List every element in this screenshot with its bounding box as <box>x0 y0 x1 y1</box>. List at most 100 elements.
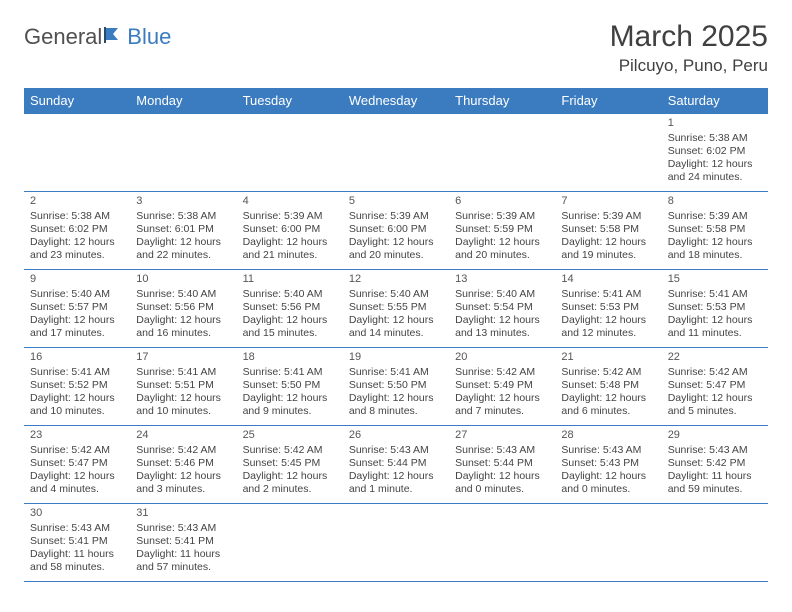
calendar-cell: 10Sunrise: 5:40 AMSunset: 5:56 PMDayligh… <box>130 270 236 348</box>
daylight-text: Daylight: 12 hours and 11 minutes. <box>668 314 762 340</box>
day-header: Saturday <box>662 88 768 114</box>
sunrise-text: Sunrise: 5:42 AM <box>243 444 337 457</box>
day-number: 1 <box>668 117 762 131</box>
sunrise-text: Sunrise: 5:40 AM <box>136 288 230 301</box>
calendar-cell: 25Sunrise: 5:42 AMSunset: 5:45 PMDayligh… <box>237 426 343 504</box>
day-number: 28 <box>561 429 655 443</box>
sunset-text: Sunset: 5:59 PM <box>455 223 549 236</box>
sunrise-text: Sunrise: 5:43 AM <box>668 444 762 457</box>
calendar-cell: 30Sunrise: 5:43 AMSunset: 5:41 PMDayligh… <box>24 504 130 582</box>
sunset-text: Sunset: 5:56 PM <box>243 301 337 314</box>
daylight-text: Daylight: 12 hours and 4 minutes. <box>30 470 124 496</box>
daylight-text: Daylight: 12 hours and 14 minutes. <box>349 314 443 340</box>
calendar-table: Sunday Monday Tuesday Wednesday Thursday… <box>24 88 768 582</box>
day-number: 20 <box>455 351 549 365</box>
day-number: 26 <box>349 429 443 443</box>
day-number: 15 <box>668 273 762 287</box>
calendar-cell: 19Sunrise: 5:41 AMSunset: 5:50 PMDayligh… <box>343 348 449 426</box>
sunrise-text: Sunrise: 5:40 AM <box>349 288 443 301</box>
day-header: Wednesday <box>343 88 449 114</box>
sunrise-text: Sunrise: 5:43 AM <box>136 522 230 535</box>
calendar-cell: 20Sunrise: 5:42 AMSunset: 5:49 PMDayligh… <box>449 348 555 426</box>
daylight-text: Daylight: 12 hours and 9 minutes. <box>243 392 337 418</box>
day-number: 24 <box>136 429 230 443</box>
calendar-cell: 13Sunrise: 5:40 AMSunset: 5:54 PMDayligh… <box>449 270 555 348</box>
day-number: 7 <box>561 195 655 209</box>
calendar-cell: 4Sunrise: 5:39 AMSunset: 6:00 PMDaylight… <box>237 192 343 270</box>
sunrise-text: Sunrise: 5:38 AM <box>668 132 762 145</box>
sunset-text: Sunset: 5:41 PM <box>136 535 230 548</box>
page-title: March 2025 <box>610 20 768 54</box>
sunset-text: Sunset: 5:48 PM <box>561 379 655 392</box>
day-number: 22 <box>668 351 762 365</box>
daylight-text: Daylight: 12 hours and 0 minutes. <box>561 470 655 496</box>
day-header: Sunday <box>24 88 130 114</box>
day-number: 11 <box>243 273 337 287</box>
calendar-row: 9Sunrise: 5:40 AMSunset: 5:57 PMDaylight… <box>24 270 768 348</box>
sunrise-text: Sunrise: 5:40 AM <box>30 288 124 301</box>
sunrise-text: Sunrise: 5:43 AM <box>455 444 549 457</box>
day-number: 29 <box>668 429 762 443</box>
sunset-text: Sunset: 5:49 PM <box>455 379 549 392</box>
sunrise-text: Sunrise: 5:38 AM <box>30 210 124 223</box>
brand-part2: Blue <box>127 24 171 50</box>
day-header: Monday <box>130 88 236 114</box>
calendar-cell <box>449 504 555 582</box>
day-number: 10 <box>136 273 230 287</box>
daylight-text: Daylight: 12 hours and 10 minutes. <box>30 392 124 418</box>
sunrise-text: Sunrise: 5:41 AM <box>561 288 655 301</box>
daylight-text: Daylight: 12 hours and 3 minutes. <box>136 470 230 496</box>
sunset-text: Sunset: 5:51 PM <box>136 379 230 392</box>
daylight-text: Daylight: 12 hours and 5 minutes. <box>668 392 762 418</box>
calendar-cell <box>237 504 343 582</box>
sunset-text: Sunset: 5:58 PM <box>561 223 655 236</box>
sunset-text: Sunset: 6:01 PM <box>136 223 230 236</box>
day-number: 21 <box>561 351 655 365</box>
calendar-cell: 15Sunrise: 5:41 AMSunset: 5:53 PMDayligh… <box>662 270 768 348</box>
calendar-cell: 8Sunrise: 5:39 AMSunset: 5:58 PMDaylight… <box>662 192 768 270</box>
calendar-cell <box>555 114 661 192</box>
daylight-text: Daylight: 12 hours and 23 minutes. <box>30 236 124 262</box>
sunrise-text: Sunrise: 5:38 AM <box>136 210 230 223</box>
day-number: 23 <box>30 429 124 443</box>
sunset-text: Sunset: 5:47 PM <box>30 457 124 470</box>
calendar-cell: 12Sunrise: 5:40 AMSunset: 5:55 PMDayligh… <box>343 270 449 348</box>
day-number: 12 <box>349 273 443 287</box>
daylight-text: Daylight: 12 hours and 1 minute. <box>349 470 443 496</box>
calendar-cell: 24Sunrise: 5:42 AMSunset: 5:46 PMDayligh… <box>130 426 236 504</box>
sunset-text: Sunset: 5:54 PM <box>455 301 549 314</box>
sunset-text: Sunset: 5:58 PM <box>668 223 762 236</box>
calendar-cell <box>343 504 449 582</box>
calendar-row: 1Sunrise: 5:38 AMSunset: 6:02 PMDaylight… <box>24 114 768 192</box>
day-number: 8 <box>668 195 762 209</box>
sunrise-text: Sunrise: 5:39 AM <box>455 210 549 223</box>
sunset-text: Sunset: 5:53 PM <box>561 301 655 314</box>
daylight-text: Daylight: 12 hours and 15 minutes. <box>243 314 337 340</box>
sunset-text: Sunset: 6:00 PM <box>243 223 337 236</box>
sunset-text: Sunset: 5:57 PM <box>30 301 124 314</box>
day-number: 14 <box>561 273 655 287</box>
daylight-text: Daylight: 12 hours and 8 minutes. <box>349 392 443 418</box>
header: GeneralBlue March 2025 Pilcuyo, Puno, Pe… <box>24 20 768 76</box>
day-number: 13 <box>455 273 549 287</box>
calendar-cell: 27Sunrise: 5:43 AMSunset: 5:44 PMDayligh… <box>449 426 555 504</box>
day-number: 3 <box>136 195 230 209</box>
day-number: 6 <box>455 195 549 209</box>
daylight-text: Daylight: 12 hours and 0 minutes. <box>455 470 549 496</box>
daylight-text: Daylight: 12 hours and 17 minutes. <box>30 314 124 340</box>
daylight-text: Daylight: 12 hours and 10 minutes. <box>136 392 230 418</box>
calendar-cell: 1Sunrise: 5:38 AMSunset: 6:02 PMDaylight… <box>662 114 768 192</box>
daylight-text: Daylight: 12 hours and 2 minutes. <box>243 470 337 496</box>
brand-logo: GeneralBlue <box>24 24 171 50</box>
sunset-text: Sunset: 5:44 PM <box>349 457 443 470</box>
day-number: 9 <box>30 273 124 287</box>
title-block: March 2025 Pilcuyo, Puno, Peru <box>610 20 768 76</box>
calendar-cell: 28Sunrise: 5:43 AMSunset: 5:43 PMDayligh… <box>555 426 661 504</box>
sunrise-text: Sunrise: 5:41 AM <box>349 366 443 379</box>
calendar-row: 23Sunrise: 5:42 AMSunset: 5:47 PMDayligh… <box>24 426 768 504</box>
sunrise-text: Sunrise: 5:42 AM <box>136 444 230 457</box>
daylight-text: Daylight: 11 hours and 59 minutes. <box>668 470 762 496</box>
day-number: 2 <box>30 195 124 209</box>
daylight-text: Daylight: 11 hours and 58 minutes. <box>30 548 124 574</box>
calendar-cell <box>237 114 343 192</box>
